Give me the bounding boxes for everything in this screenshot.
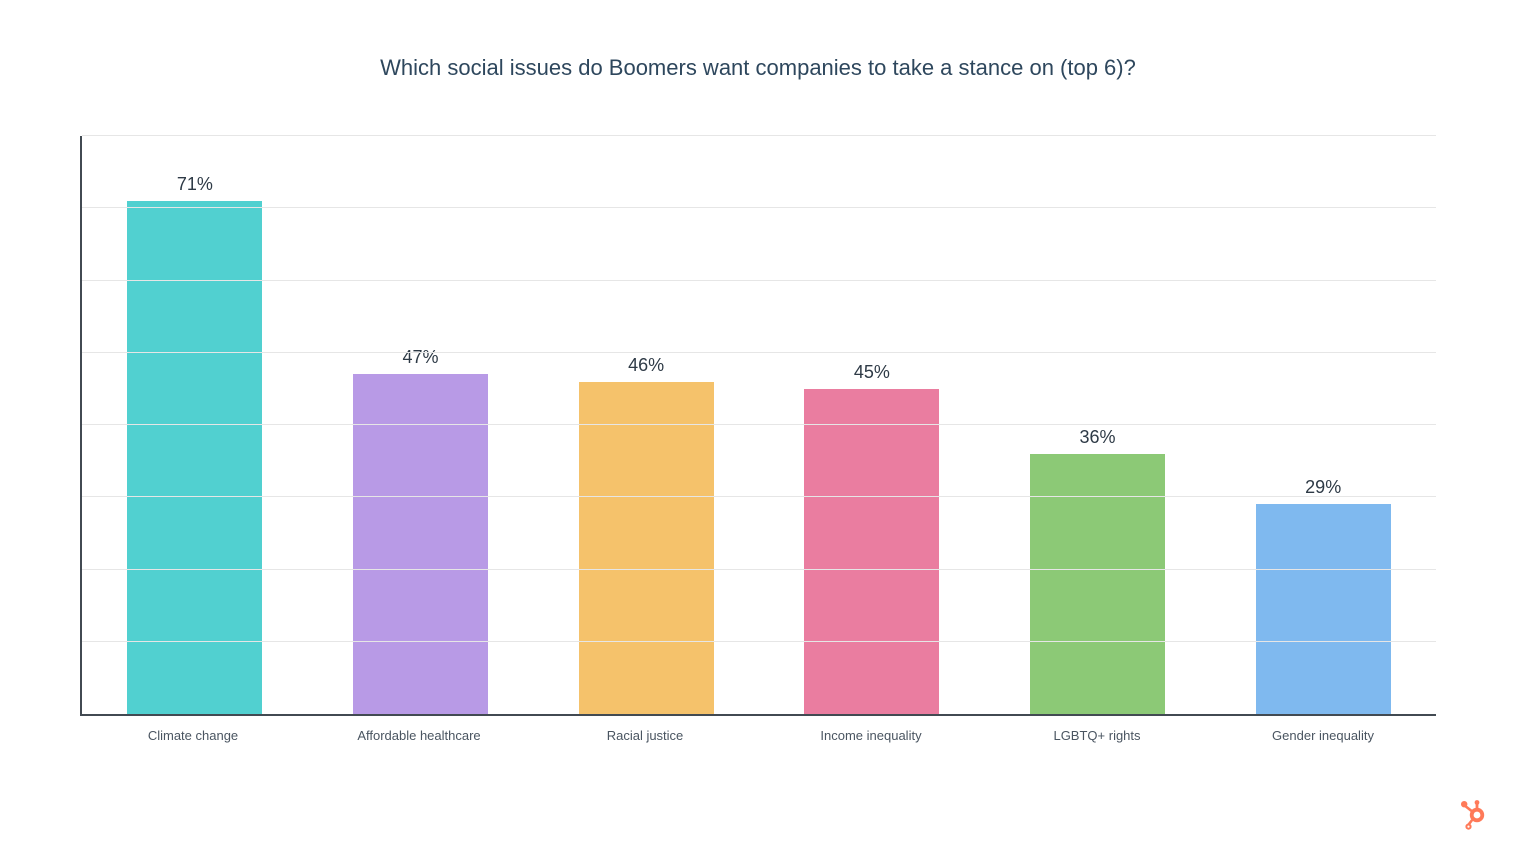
- bar-slot: 71%: [82, 136, 308, 714]
- chart-title: Which social issues do Boomers want comp…: [70, 55, 1446, 81]
- bar-slot: 29%: [1210, 136, 1436, 714]
- gridline: [82, 280, 1436, 281]
- gridline: [82, 496, 1436, 497]
- bar-group: 71% 47% 46% 45% 36% 29%: [82, 136, 1436, 714]
- bar: [1030, 454, 1165, 714]
- gridline: [82, 207, 1436, 208]
- bar-chart: Which social issues do Boomers want comp…: [0, 0, 1516, 844]
- plot-wrap: 71% 47% 46% 45% 36% 29% Climate changeAfforda…: [70, 136, 1446, 746]
- bar-value-label: 47%: [402, 347, 438, 368]
- x-axis-labels: Climate changeAffordable healthcareRacia…: [80, 722, 1436, 746]
- bar-value-label: 71%: [177, 174, 213, 195]
- bar-slot: 47%: [308, 136, 534, 714]
- bar-slot: 45%: [759, 136, 985, 714]
- x-axis-label: Climate change: [80, 722, 306, 746]
- bar-value-label: 36%: [1080, 427, 1116, 448]
- bar: [804, 389, 939, 714]
- hubspot-icon: [1458, 798, 1490, 830]
- bar: [353, 374, 488, 714]
- bar-value-label: 46%: [628, 355, 664, 376]
- gridline: [82, 569, 1436, 570]
- bar-value-label: 45%: [854, 362, 890, 383]
- bar: [1256, 504, 1391, 714]
- x-axis-label: Income inequality: [758, 722, 984, 746]
- gridline: [82, 424, 1436, 425]
- bar-slot: 36%: [985, 136, 1211, 714]
- bar-slot: 46%: [533, 136, 759, 714]
- x-axis-label: LGBTQ+ rights: [984, 722, 1210, 746]
- x-axis-label: Affordable healthcare: [306, 722, 532, 746]
- x-axis-label: Gender inequality: [1210, 722, 1436, 746]
- gridline: [82, 135, 1436, 136]
- bar: [579, 382, 714, 714]
- plot-area: 71% 47% 46% 45% 36% 29%: [80, 136, 1436, 716]
- gridline: [82, 352, 1436, 353]
- gridline: [82, 641, 1436, 642]
- bar: [127, 201, 262, 714]
- x-axis-label: Racial justice: [532, 722, 758, 746]
